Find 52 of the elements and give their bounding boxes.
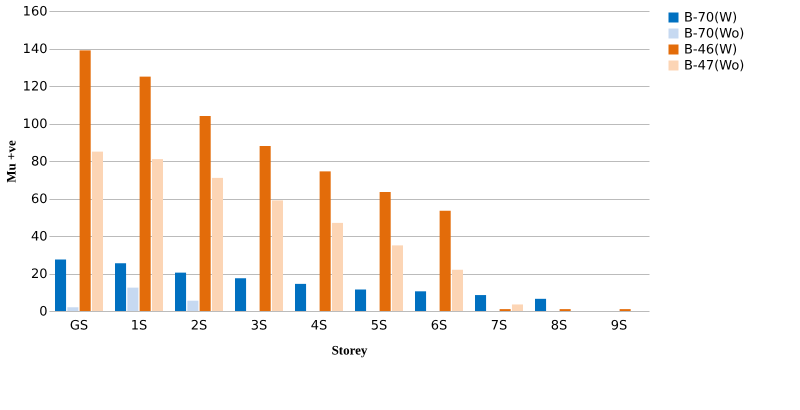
- bar: [140, 76, 151, 311]
- bar: [355, 289, 366, 311]
- bar: [380, 192, 391, 311]
- bar: [187, 300, 198, 311]
- bar: [175, 272, 186, 311]
- bar: [295, 284, 306, 311]
- y-tick-label: 40: [30, 230, 48, 244]
- bar: [320, 171, 331, 311]
- x-tick-label: 9S: [610, 318, 628, 334]
- bar: [440, 210, 451, 311]
- bar: [415, 291, 426, 311]
- bar: [152, 159, 163, 311]
- bar: [452, 270, 463, 311]
- legend-label: B-70(W): [684, 10, 738, 26]
- x-tick-label: 4S: [310, 318, 328, 334]
- y-tick-label: 160: [22, 4, 48, 20]
- y-tick-label: 60: [30, 192, 48, 207]
- bar: [200, 116, 211, 311]
- bar: [55, 259, 66, 311]
- bar: [67, 307, 78, 311]
- bar: [392, 245, 403, 311]
- legend-label: B-47(Wo): [684, 58, 744, 74]
- y-tick-label: 140: [22, 42, 48, 57]
- bar: [115, 263, 126, 311]
- y-tick-label: 80: [30, 154, 48, 170]
- bar: [260, 146, 271, 311]
- x-tick-label: 1S: [130, 318, 148, 334]
- bar: [512, 304, 523, 311]
- bar: [92, 152, 103, 311]
- bar: [332, 222, 343, 311]
- x-tick-label: 6S: [430, 318, 448, 334]
- x-axis-title: Storey: [332, 342, 368, 358]
- bar: [80, 50, 91, 311]
- x-tick-label: 3S: [250, 318, 268, 334]
- bar: [272, 200, 283, 311]
- y-tick-label: 100: [22, 117, 48, 132]
- y-tick-label: 120: [22, 80, 48, 94]
- y-tick-label: 20: [30, 267, 48, 282]
- y-tick-label: 0: [39, 304, 48, 320]
- bar: [475, 295, 486, 311]
- bar: [535, 298, 546, 311]
- x-tick-label: GS: [70, 318, 88, 334]
- x-tick-label: 5S: [370, 318, 388, 334]
- bar: [127, 288, 138, 311]
- legend-label: B-70(Wo): [684, 26, 744, 42]
- y-axis-title: Mu +ve: [4, 140, 19, 183]
- bar: [235, 278, 246, 311]
- legend-label: B-46(W): [684, 42, 738, 58]
- bar: [212, 178, 223, 311]
- x-tick-label: 2S: [190, 318, 208, 334]
- x-tick-label: 7S: [490, 318, 508, 334]
- x-tick-label: 8S: [550, 318, 568, 334]
